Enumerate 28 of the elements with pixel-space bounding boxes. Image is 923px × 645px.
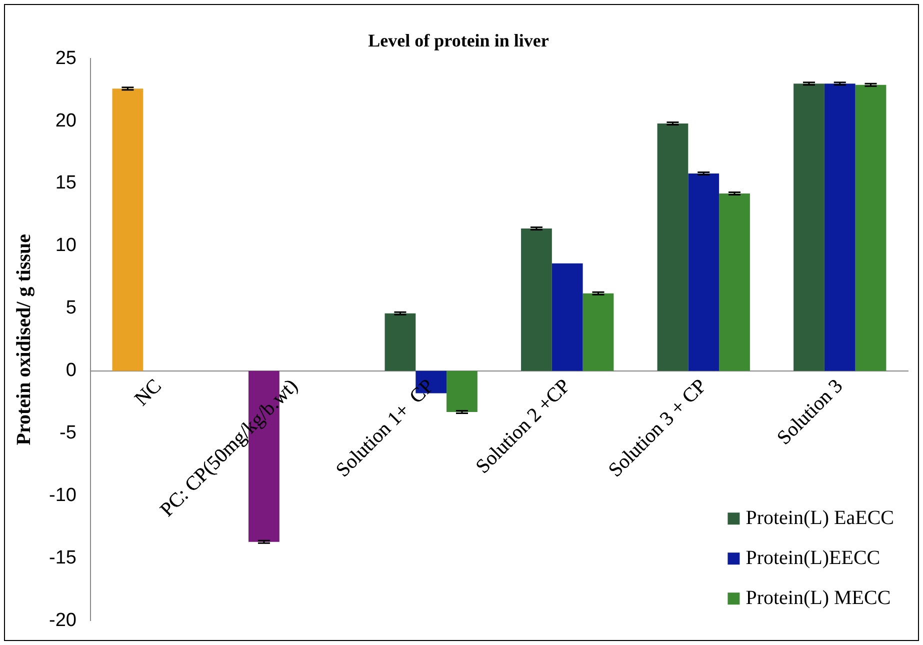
y-tick-label: 10 [55, 235, 76, 256]
bar [446, 370, 478, 412]
y-tick-label: -10 [48, 484, 76, 506]
bar [688, 174, 720, 371]
bar [794, 84, 824, 371]
y-tick-label: 25 [55, 48, 76, 69]
bar [582, 293, 614, 371]
bar [824, 84, 856, 371]
chart-title: Level of protein in liver [368, 30, 549, 50]
y-axis-title: Protein oxidised/ g tissue [13, 234, 36, 446]
bar [552, 263, 583, 371]
y-tick-label: -20 [48, 610, 76, 631]
bar [112, 88, 144, 371]
x-tick-label: NC [130, 375, 166, 410]
y-tick-label: -5 [60, 422, 76, 444]
bar [657, 124, 688, 371]
bar [719, 193, 750, 371]
bar [521, 228, 552, 371]
bar [384, 313, 416, 371]
legend-label: Protein(L)EECC [746, 546, 880, 569]
legend-label: Protein(L) MECC [746, 586, 891, 609]
legend-label: Protein(L) EaECC [746, 506, 894, 529]
y-tick-label: 20 [55, 110, 76, 132]
y-tick-label: 5 [66, 298, 76, 319]
y-tick-label: -15 [48, 547, 76, 568]
bar [855, 84, 886, 371]
y-tick-label: 15 [55, 172, 76, 194]
y-tick-label: 0 [66, 360, 76, 382]
